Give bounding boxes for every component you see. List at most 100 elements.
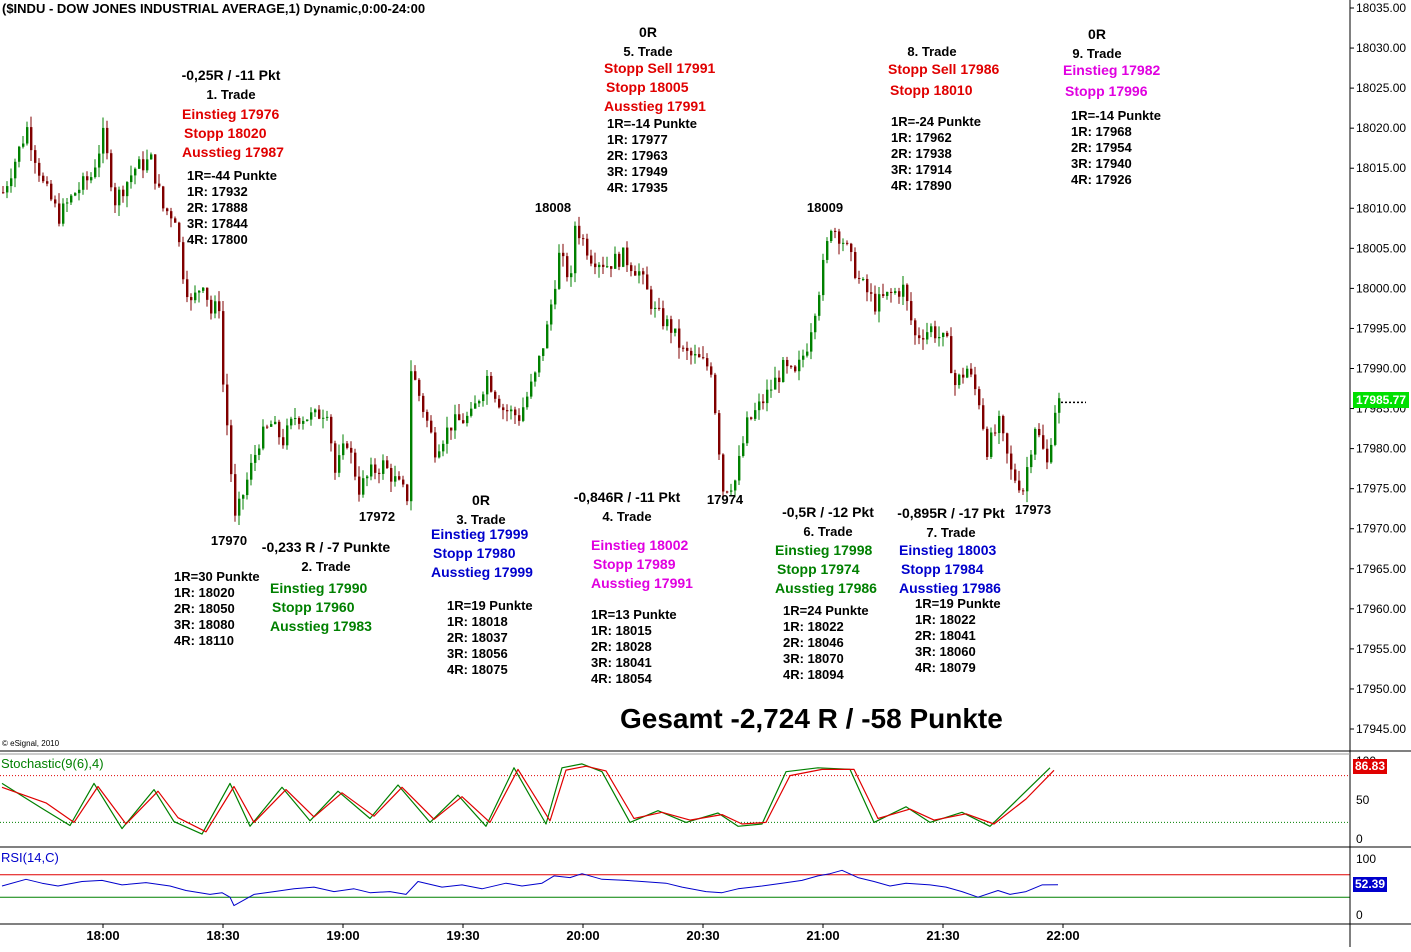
candle [250, 454, 253, 486]
candle [106, 120, 109, 160]
candle [702, 346, 705, 360]
candle [726, 490, 729, 494]
candle [926, 322, 929, 345]
candle [530, 373, 533, 399]
candle [986, 426, 989, 461]
candle [538, 355, 541, 377]
trade-order-line: Einstieg 18003 [899, 542, 996, 558]
price-tick-label: 17970.00 [1356, 522, 1406, 536]
candle [138, 156, 141, 170]
candle [934, 320, 937, 343]
stochastic-title: Stochastic(9(6),4) [1, 756, 104, 771]
candle [58, 193, 61, 227]
candle [846, 240, 849, 246]
candle [822, 253, 825, 301]
candle [34, 145, 37, 174]
candle [958, 373, 961, 389]
candle [630, 262, 633, 277]
trade-r-level: 4R: 17935 [607, 180, 668, 195]
trade-r-level: 1R: 17968 [1071, 124, 1132, 139]
trade-title: 1. Trade [206, 87, 255, 102]
candle [570, 265, 573, 287]
rsi-tick-label: 0 [1356, 908, 1363, 922]
trade-title: 7. Trade [926, 525, 975, 540]
time-tick-label: 19:00 [326, 928, 359, 943]
candle [270, 420, 273, 428]
candle [126, 181, 129, 208]
trade-r-level: 3R: 18056 [447, 646, 508, 661]
candle [410, 360, 413, 511]
candle [382, 454, 385, 480]
candle [770, 379, 773, 398]
candle [914, 318, 917, 345]
price-tick-label: 17975.00 [1356, 482, 1406, 496]
candle [74, 192, 77, 197]
candle [1042, 424, 1045, 450]
candle [546, 320, 549, 349]
candle [2, 185, 5, 194]
candle [114, 182, 117, 213]
swing-label: 18009 [807, 200, 843, 215]
trade-r-level: 2R: 18050 [174, 601, 235, 616]
candle [906, 283, 909, 311]
candle [218, 291, 221, 319]
candle [802, 349, 805, 368]
candle [162, 185, 165, 212]
price-tick-label: 18030.00 [1356, 41, 1406, 55]
candle [310, 407, 313, 426]
candle [806, 343, 809, 358]
candle [318, 405, 321, 420]
trade-r-level: 3R: 17914 [891, 162, 952, 177]
candle [930, 323, 933, 338]
candle [142, 151, 145, 179]
trade-7-annotation: -0,895R / -17 Pkt 7. Trade Einstieg 18003 S… [897, 505, 1005, 675]
candle [1006, 432, 1009, 464]
swing-label: 17970 [211, 533, 247, 548]
candle [1030, 449, 1033, 474]
rsi-panel[interactable] [0, 869, 1350, 907]
price-tick-label: 18015.00 [1356, 161, 1406, 175]
trade-r-level: 2R: 17888 [187, 200, 248, 215]
trade-r-level: 1R=-44 Punkte [187, 168, 277, 183]
trade-title: 3. Trade [456, 512, 505, 527]
trade-order-line: Stopp 17980 [433, 545, 516, 561]
candle [874, 285, 877, 315]
trade-r-level: 4R: 18054 [591, 671, 652, 686]
candle [94, 159, 97, 179]
time-tick-label: 18:00 [86, 928, 119, 943]
candle [646, 266, 649, 290]
trade-r-level: 2R: 17938 [891, 146, 952, 161]
candle [850, 242, 853, 262]
stochastic-panel[interactable] [0, 763, 1350, 835]
trade-r-level: 1R: 18022 [783, 619, 844, 634]
candle [294, 407, 297, 426]
trade-order-line: Einstieg 17998 [775, 542, 872, 558]
candle [54, 195, 57, 208]
candle [586, 233, 589, 260]
trade-r-level: 1R=19 Punkte [915, 596, 1001, 611]
candle [402, 475, 405, 488]
candle [594, 252, 597, 275]
candle [754, 402, 757, 422]
candle [970, 363, 973, 378]
stochastic-value-tag: 86.83 [1353, 759, 1387, 774]
trade-result: 0R [1088, 26, 1106, 42]
price-panel[interactable] [2, 116, 1086, 525]
candle [626, 241, 629, 273]
candle [686, 341, 689, 361]
candle [670, 315, 673, 344]
trade-r-level: 1R=30 Punkte [174, 569, 260, 584]
trade-r-level: 1R=24 Punkte [783, 603, 869, 618]
trade-r-level: 1R=13 Punkte [591, 607, 677, 622]
candle [254, 445, 257, 471]
candle [418, 378, 421, 402]
trade-order-line: Einstieg 17982 [1063, 62, 1160, 78]
rsi-value-tag: 52.39 [1353, 877, 1387, 892]
candle [766, 379, 769, 412]
candle [6, 181, 9, 199]
candle [246, 472, 249, 500]
trade-order-line: Einstieg 17976 [182, 106, 279, 122]
candle [414, 365, 417, 381]
candle [10, 168, 13, 193]
